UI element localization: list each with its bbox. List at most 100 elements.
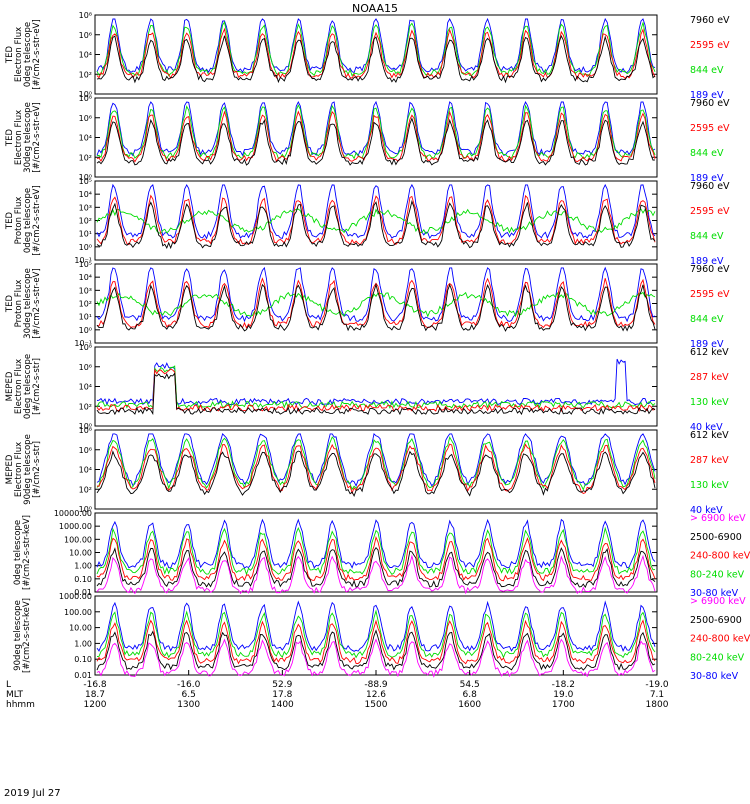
series-trace: [96, 443, 656, 495]
series-trace: [96, 208, 656, 235]
legend-entry: 844 eV: [690, 148, 724, 159]
y-axis-label: 30deg telescope: [23, 268, 33, 339]
y-tick-label: 10⁴: [79, 383, 92, 392]
y-tick-label: 10²: [79, 70, 92, 79]
panel-6: 10⁰ 10² 10⁴ 10⁶ 10⁸ MEPED Electron Flux 90deg t…: [5, 426, 729, 516]
y-axis-label: MEPED: [5, 371, 15, 401]
y-tick-label: 0.01: [74, 671, 92, 680]
x-tick-label: 1500: [365, 700, 388, 710]
panel-8: 0.01 0.10 1.00 10.00 100.00 1000.00 90deg tele…: [13, 592, 750, 682]
y-tick-label: 10⁴: [79, 466, 92, 475]
y-tick-label: 10⁴: [79, 51, 92, 60]
y-axis-label: Electron Flux: [14, 110, 24, 165]
x-tick-label: 1400: [271, 700, 294, 710]
y-axis-label: [#/cm2-s-str-keV]: [22, 515, 32, 590]
y-tick-label: 10²: [79, 300, 92, 309]
series-trace: [96, 518, 656, 569]
x-tick-label: -16.0: [177, 680, 201, 690]
y-tick-label: 10.00: [69, 549, 92, 558]
series-trace: [96, 619, 656, 665]
y-axis-label: Proton Flux: [14, 197, 24, 245]
series-trace: [96, 372, 656, 416]
date-label: 2019 Jul 27: [4, 788, 61, 799]
series-trace: [96, 183, 656, 240]
series-trace: [96, 27, 656, 80]
y-tick-label: 10⁰: [79, 422, 92, 431]
x-tick-label: 18.7: [85, 690, 105, 700]
y-axis-label: TED: [5, 294, 15, 313]
legend-entry: 287 keV: [690, 455, 729, 466]
y-axis-label: TED: [5, 45, 15, 64]
y-tick-label: 1000.00: [59, 522, 92, 531]
x-tick-label: 17.8: [272, 690, 292, 700]
series-trace: [96, 291, 656, 318]
y-tick-label: 10²: [79, 485, 92, 494]
legend-entry: 844 eV: [690, 231, 724, 242]
y-axis-label: [#/cm2-s-str-eV]: [32, 268, 42, 338]
series-trace: [96, 365, 656, 409]
x-tick-label: 54.5: [460, 680, 480, 690]
y-axis-label: 0deg telescope: [23, 354, 33, 419]
y-tick-label: 10⁸: [79, 94, 92, 103]
y-axis-label: MEPED: [5, 454, 15, 484]
y-tick-label: 10⁶: [79, 31, 92, 40]
y-tick-label: 10⁵: [79, 260, 92, 269]
y-tick-label: 10⁴: [79, 190, 92, 199]
y-tick-label: 1.00: [74, 639, 92, 648]
y-tick-label: 10²: [79, 153, 92, 162]
series-trace: [96, 20, 656, 77]
legend-entry: 2595 eV: [690, 40, 730, 51]
x-tick-label: -16.8: [83, 680, 107, 690]
legend-entry: 80-240 keV: [690, 569, 745, 580]
y-tick-label: 10⁶: [79, 363, 92, 372]
y-axis-label: Proton Flux: [14, 280, 24, 328]
y-tick-label: 0.10: [74, 655, 92, 664]
series-trace: [96, 110, 656, 163]
y-tick-label: 100.00: [64, 535, 92, 544]
series-trace: [96, 638, 656, 678]
series-trace: [96, 104, 656, 160]
y-axis-label: 0deg telescope: [13, 520, 23, 585]
x-tick-label: 6.8: [463, 690, 478, 700]
legend-entry: 7960 eV: [690, 181, 730, 192]
y-tick-label: 10.00: [69, 624, 92, 633]
legend-entry: 612 keV: [690, 430, 729, 441]
y-axis-label: Electron Flux: [14, 442, 24, 497]
legend-entry: > 6900 keV: [690, 513, 746, 524]
y-tick-label: 0.10: [74, 575, 92, 584]
legend-entry: 189 eV: [690, 173, 724, 184]
legend-entry: 7960 eV: [690, 15, 730, 26]
y-tick-label: 10⁴: [79, 134, 92, 143]
x-tick-label: 1700: [552, 700, 575, 710]
legend-entry: 189 eV: [690, 90, 724, 101]
y-tick-label: 10⁰: [79, 243, 92, 252]
legend-entry: 2500-6900: [690, 532, 742, 543]
y-axis-label: TED: [5, 128, 15, 147]
series-trace: [96, 600, 656, 652]
y-tick-label: 10000.00: [54, 509, 92, 518]
chart-title: NOAA15: [352, 2, 398, 15]
panel-7: 0.01 0.10 1.00 10.00 100.00 1000.00 10000.00 0d…: [13, 509, 750, 599]
x-tick-label: 7.1: [650, 690, 664, 700]
y-tick-label: 10⁸: [79, 11, 92, 20]
y-tick-label: 10⁰: [79, 173, 92, 182]
panel-frame: [94, 346, 658, 427]
legend-entry: 30-80 keV: [690, 588, 739, 599]
legend-entry: 7960 eV: [690, 98, 730, 109]
y-tick-label: 10⁵: [79, 177, 92, 186]
y-tick-label: 10⁴: [79, 273, 92, 282]
panel-frame: [94, 263, 658, 344]
panel-2: 10⁰ 10² 10⁴ 10⁶ 10⁸ TED Electron Flux 30deg tel…: [5, 94, 730, 184]
series-trace: [96, 17, 656, 74]
y-tick-label: 10⁻¹: [74, 339, 92, 348]
series-trace: [96, 117, 656, 166]
y-tick-label: 10³: [79, 286, 92, 295]
series-trace: [96, 282, 656, 332]
series-trace: [96, 436, 656, 491]
panel-3: 10⁻¹ 10⁰ 10¹ 10² 10³ 10⁴ 10⁵ TED Proton Flux 0deg…: [5, 177, 730, 267]
legend-entry: 2595 eV: [690, 289, 730, 300]
panel-4: 10⁻¹ 10⁰ 10¹ 10² 10³ 10⁴ 10⁵ TED Proton Flux 30de…: [5, 260, 730, 350]
x-tick-label: 1300: [177, 700, 200, 710]
panel-1: 10⁰ 10² 10⁴ 10⁶ 10⁸ TED Electron Flux 0deg tele…: [5, 11, 730, 101]
